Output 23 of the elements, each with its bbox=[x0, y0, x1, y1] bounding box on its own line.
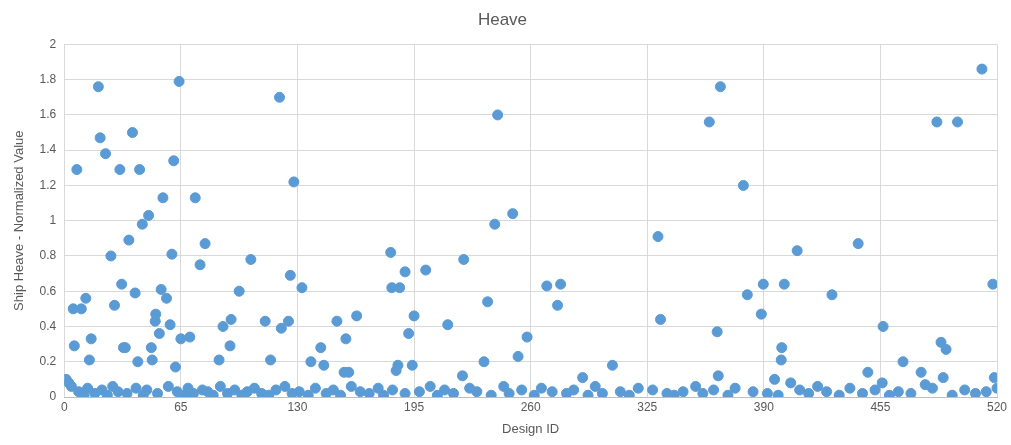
chart-title: Heave bbox=[477, 9, 528, 29]
x-tick-label: 195 bbox=[404, 399, 425, 414]
y-tick-label: 0 bbox=[49, 389, 57, 404]
y-tick-label: 1.6 bbox=[39, 107, 57, 122]
x-tick-label: 130 bbox=[287, 399, 308, 414]
y-tick-label: 0.8 bbox=[39, 248, 57, 263]
x-tick-label: 390 bbox=[753, 399, 775, 414]
x-tick-label: 455 bbox=[870, 399, 891, 414]
x-tick-label: 65 bbox=[174, 399, 188, 414]
y-tick-label: 1.4 bbox=[39, 142, 57, 157]
y-axis-title: Ship Heave - Normalized Value bbox=[11, 130, 27, 311]
y-tick-label: 1.2 bbox=[39, 177, 57, 192]
y-tick-label: 0.6 bbox=[39, 283, 57, 298]
x-axis-title: Design ID bbox=[502, 420, 560, 436]
y-tick-label: 2 bbox=[49, 36, 57, 51]
y-tick-label: 0.4 bbox=[39, 318, 57, 333]
y-tick-label: 1 bbox=[49, 213, 57, 228]
x-tick-label: 520 bbox=[986, 399, 1008, 414]
x-tick-label: 325 bbox=[637, 399, 658, 414]
y-tick-label: 1.8 bbox=[39, 71, 57, 86]
x-tick-label: 0 bbox=[60, 399, 68, 414]
x-tick-label: 260 bbox=[520, 399, 541, 414]
y-tick-label: 0.2 bbox=[39, 354, 57, 369]
